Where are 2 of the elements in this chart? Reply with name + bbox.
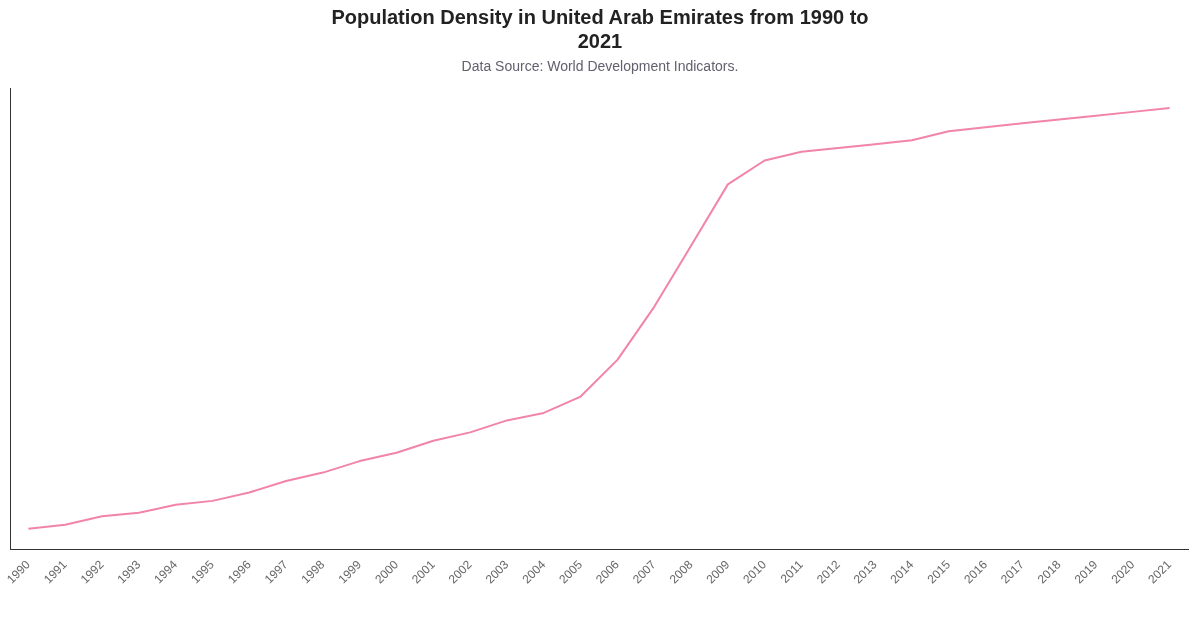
chart-subtitle: Data Source: World Development Indicators. [460,57,740,75]
chart-title: Population Density in United Arab Emirates from 1990 to 2021 [330,5,870,53]
